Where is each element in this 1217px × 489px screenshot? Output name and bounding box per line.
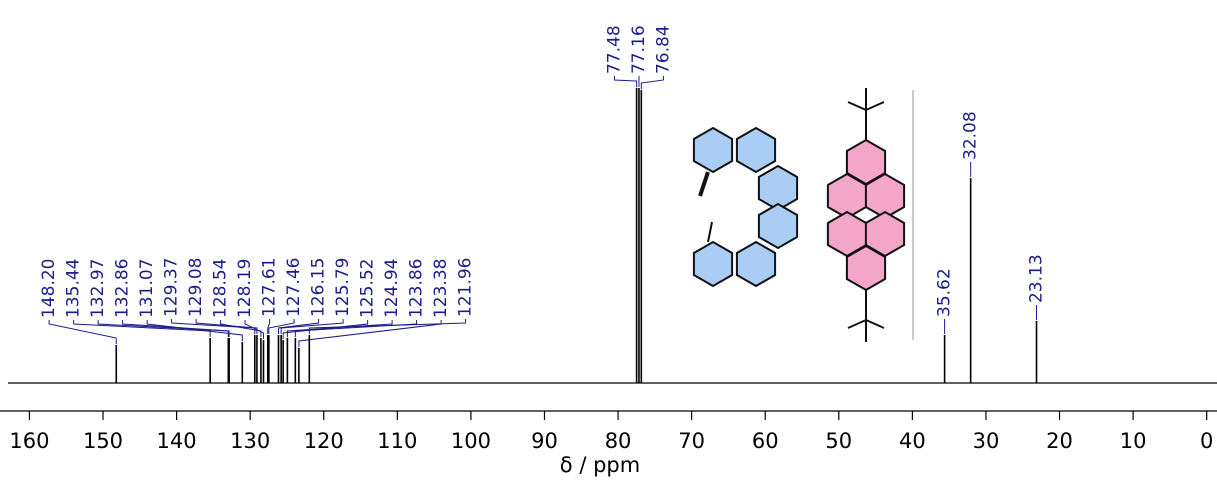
peak-label: 129.08 bbox=[186, 258, 206, 317]
bond bbox=[707, 221, 713, 243]
x-tick-label: 70 bbox=[678, 429, 705, 453]
x-tick-label: 80 bbox=[605, 429, 632, 453]
x-tick-label: 0 bbox=[1200, 429, 1213, 453]
label-leader bbox=[171, 319, 256, 334]
x-tick-label: 50 bbox=[825, 429, 852, 453]
ring bbox=[757, 202, 799, 250]
ring bbox=[692, 240, 734, 288]
x-tick-label: 30 bbox=[973, 429, 1000, 453]
peak-label: 128.19 bbox=[235, 259, 255, 318]
peak-label: 135.44 bbox=[64, 259, 84, 318]
ring bbox=[845, 244, 887, 292]
bond bbox=[847, 319, 867, 329]
peak-label: 127.61 bbox=[260, 258, 280, 317]
bond bbox=[847, 101, 867, 111]
x-tick-label: 10 bbox=[1120, 429, 1147, 453]
peak-label: 148.20 bbox=[39, 259, 59, 318]
x-tick-label: 100 bbox=[451, 429, 491, 453]
x-tick-label: 110 bbox=[377, 429, 417, 453]
peak-label: 23.13 bbox=[1027, 254, 1047, 303]
peak-label: 35.62 bbox=[935, 268, 955, 317]
label-leader bbox=[280, 319, 344, 334]
ring bbox=[735, 240, 777, 288]
label-leader bbox=[220, 320, 262, 337]
x-tick-label: 20 bbox=[1046, 429, 1073, 453]
x-tick-label: 150 bbox=[83, 429, 123, 453]
label-leader bbox=[298, 320, 442, 347]
x-tick-label: 40 bbox=[899, 429, 926, 453]
label-leader bbox=[308, 319, 467, 334]
label-leader bbox=[146, 320, 243, 341]
label-leader bbox=[268, 319, 295, 334]
peak-label: 132.97 bbox=[88, 259, 108, 318]
x-tick-label: 140 bbox=[157, 429, 197, 453]
label-leader bbox=[613, 76, 638, 87]
peak-label: 128.54 bbox=[211, 259, 231, 318]
label-leader bbox=[267, 319, 271, 334]
label-leader bbox=[48, 320, 117, 344]
label-leader bbox=[294, 320, 418, 337]
peak-label: 127.46 bbox=[284, 258, 304, 317]
label-leader bbox=[73, 320, 211, 337]
ring bbox=[735, 126, 777, 174]
bond bbox=[698, 171, 710, 197]
label-leader bbox=[277, 319, 320, 334]
x-tick-label: 60 bbox=[752, 429, 779, 453]
x-tick-label: 90 bbox=[531, 429, 558, 453]
peak-label: 132.86 bbox=[113, 259, 133, 318]
peak-label: 32.08 bbox=[961, 111, 981, 160]
peak-label: 126.15 bbox=[309, 258, 329, 317]
label-leader bbox=[244, 320, 264, 339]
peak-label: 121.96 bbox=[456, 258, 476, 317]
peak-label: 77.48 bbox=[604, 25, 624, 74]
x-tick-label: 130 bbox=[230, 429, 270, 453]
ring bbox=[692, 126, 734, 174]
bond bbox=[865, 101, 885, 111]
x-tick-label: 120 bbox=[304, 429, 344, 453]
x-axis-label: δ / ppm bbox=[560, 453, 640, 477]
peak-label: 131.07 bbox=[137, 259, 157, 318]
peak-label: 123.86 bbox=[407, 259, 427, 318]
peak-label: 123.38 bbox=[431, 259, 451, 318]
peak-label: 76.84 bbox=[653, 25, 673, 74]
molecule bbox=[692, 88, 906, 342]
label-leader bbox=[640, 76, 664, 89]
peak-label: 125.52 bbox=[358, 259, 378, 318]
label-leader bbox=[97, 320, 229, 337]
peak-label: 129.37 bbox=[162, 258, 182, 317]
peak-label: 125.79 bbox=[333, 258, 353, 317]
peak-label: 124.94 bbox=[382, 259, 402, 318]
bond bbox=[865, 319, 885, 329]
x-tick-label: 160 bbox=[9, 429, 49, 453]
peak-label: 77.16 bbox=[629, 25, 649, 74]
